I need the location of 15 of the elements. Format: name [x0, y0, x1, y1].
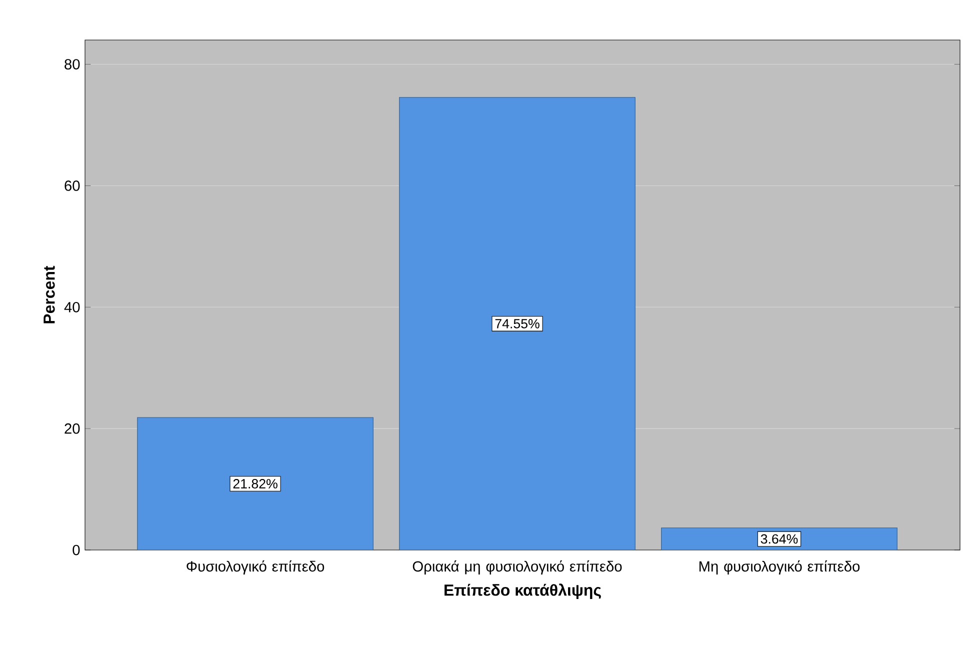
- y-axis-title: Percent: [44, 266, 55, 324]
- x-tick-label: Φυσιολογικό επίπεδο: [186, 560, 324, 574]
- data-label: 3.64%: [760, 534, 798, 544]
- y-tick-label: 20: [64, 423, 80, 434]
- x-axis-title: Επίπεδο κατάθλιψης: [444, 584, 601, 599]
- bar: [399, 97, 636, 550]
- y-tick-label: 80: [64, 59, 80, 70]
- x-tick-label: Οριακά μη φυσιολογικό επίπεδο: [412, 560, 622, 574]
- x-tick-label: Μη φυσιολογικό επίπεδο: [699, 560, 860, 574]
- y-tick-label: 60: [64, 180, 80, 191]
- data-label: 21.82%: [233, 479, 278, 488]
- data-label: 74.55%: [495, 318, 540, 328]
- y-tick-label: 40: [64, 302, 80, 312]
- bar: [137, 417, 374, 550]
- y-tick-label: 0: [72, 544, 80, 556]
